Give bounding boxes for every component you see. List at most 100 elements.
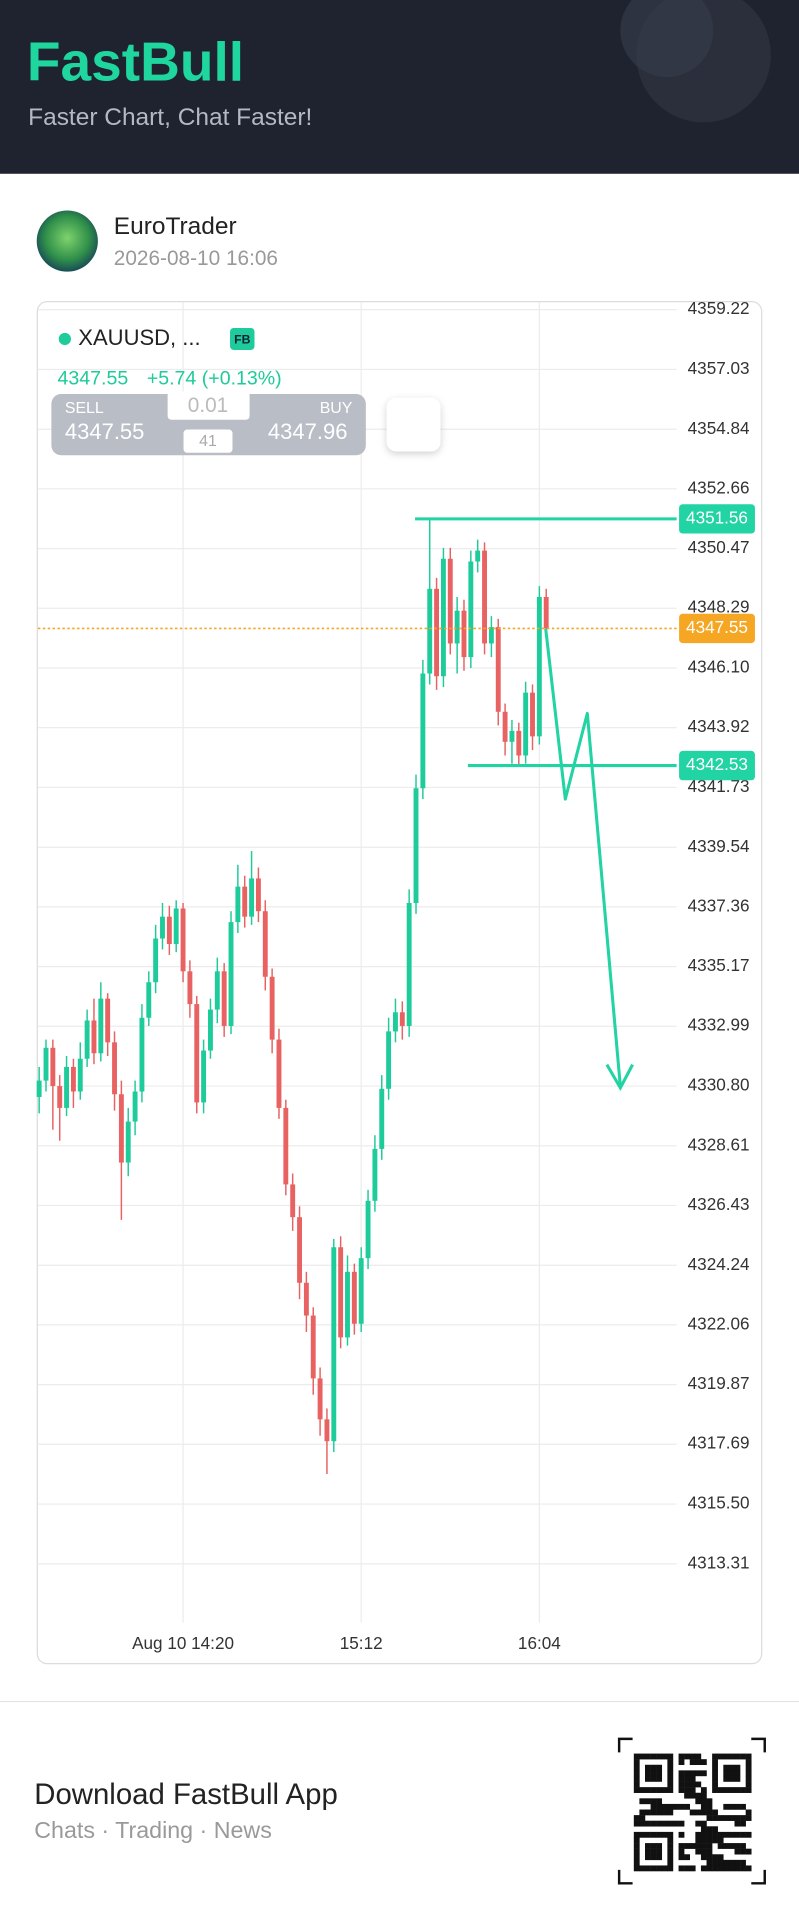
y-tick-label: 4330.80: [688, 1075, 750, 1095]
qr-module: [734, 1787, 741, 1793]
candle-body: [324, 1419, 330, 1442]
qr-module: [656, 1848, 663, 1855]
candle-body: [317, 1378, 323, 1420]
qr-module: [645, 1770, 651, 1777]
qr-module: [695, 1843, 702, 1849]
y-tick-label: 4354.84: [688, 418, 750, 438]
footer-title[interactable]: Download FastBull App: [34, 1778, 338, 1811]
candle-body: [112, 1042, 117, 1095]
qr-module: [728, 1815, 735, 1821]
candle-body: [132, 1091, 138, 1122]
buy-label[interactable]: BUY: [320, 400, 353, 417]
qr-module: [712, 1787, 718, 1793]
candle-body: [345, 1271, 350, 1338]
author[interactable]: EuroTrader: [114, 213, 237, 240]
badge-bg: [230, 327, 255, 350]
qr-module: [740, 1815, 746, 1821]
candle-body: [91, 1020, 97, 1054]
qr-module: [678, 1831, 685, 1838]
qr-module: [667, 1775, 674, 1782]
qr-module: [645, 1820, 651, 1827]
qr-module: [740, 1831, 746, 1838]
qr-module: [667, 1753, 674, 1760]
qr-module: [645, 1843, 651, 1849]
candle-body: [242, 886, 248, 917]
candle-body: [290, 1184, 296, 1218]
sell-price[interactable]: 4347.55: [65, 419, 145, 444]
trade-panel: [51, 394, 366, 456]
y-tick-label: 4346.10: [688, 657, 750, 677]
badge: FB: [234, 332, 250, 346]
qr-module: [745, 1865, 752, 1872]
qr-module: [723, 1787, 730, 1793]
tool-button[interactable]: [386, 397, 441, 452]
qr-module: [723, 1831, 730, 1838]
qr-module: [678, 1848, 685, 1855]
qr-module: [740, 1787, 746, 1793]
qr-module: [740, 1859, 746, 1866]
qr-module: [695, 1809, 702, 1816]
qr-module: [633, 1787, 640, 1793]
qr-module: [661, 1753, 668, 1760]
qr-module: [723, 1764, 730, 1771]
spread: 41: [199, 433, 217, 450]
qr-module: [656, 1787, 663, 1793]
candle-body: [543, 597, 549, 629]
qr-module: [650, 1854, 657, 1861]
drawn-arrow: [544, 628, 622, 1087]
qr-module: [672, 1820, 679, 1827]
qr-module: [684, 1854, 690, 1861]
lot[interactable]: 0.01: [188, 394, 228, 417]
candle-body: [43, 1047, 49, 1081]
qr-module: [645, 1854, 651, 1861]
qr-module: [667, 1787, 674, 1793]
qr-module: [684, 1787, 690, 1793]
qr-module: [717, 1843, 724, 1849]
qr-module: [723, 1865, 730, 1872]
lot-input[interactable]: [167, 391, 250, 420]
qr-module: [734, 1820, 741, 1827]
qr-module: [734, 1831, 741, 1838]
qr-module: [650, 1803, 657, 1810]
qr-module: [656, 1831, 663, 1838]
qr-module: [656, 1753, 663, 1760]
qr-module: [661, 1865, 668, 1872]
sell-label[interactable]: SELL: [65, 400, 104, 417]
candle-body: [372, 1148, 378, 1201]
qr-module: [734, 1764, 741, 1771]
candle-body: [173, 908, 179, 944]
qr-module: [712, 1865, 718, 1872]
qr-module: [745, 1809, 752, 1816]
qr-module: [650, 1798, 657, 1805]
y-tick-label: 4319.87: [688, 1373, 750, 1393]
candle-body: [160, 916, 165, 939]
qr-module: [650, 1843, 657, 1849]
qr-module: [745, 1815, 752, 1821]
avatar[interactable]: [36, 210, 98, 272]
candle-body: [379, 1088, 385, 1149]
qr-module: [667, 1803, 674, 1810]
candle-body: [434, 588, 440, 677]
qr-module: [717, 1865, 724, 1872]
candle-body: [36, 1080, 42, 1097]
qr-module: [689, 1775, 696, 1782]
y-tick-label: 4359.22: [688, 298, 750, 318]
candle-body: [269, 976, 275, 1040]
qr-module: [633, 1775, 640, 1782]
qr-module: [712, 1781, 718, 1788]
qr-module: [706, 1809, 713, 1816]
qr-module: [678, 1775, 685, 1782]
qr-module: [689, 1759, 696, 1766]
buy-price[interactable]: 4347.96: [268, 419, 348, 444]
symbol[interactable]: XAUUSD, ...: [78, 325, 200, 350]
qr-module: [745, 1759, 752, 1766]
candle-body: [440, 558, 446, 677]
qr-module: [645, 1764, 651, 1771]
qr-module: [740, 1865, 746, 1872]
qr-module: [667, 1848, 674, 1855]
qr-module: [745, 1770, 752, 1777]
candle-body: [427, 588, 433, 674]
qr-module: [667, 1759, 674, 1766]
qr-module: [633, 1848, 640, 1855]
qr-module: [656, 1809, 663, 1816]
